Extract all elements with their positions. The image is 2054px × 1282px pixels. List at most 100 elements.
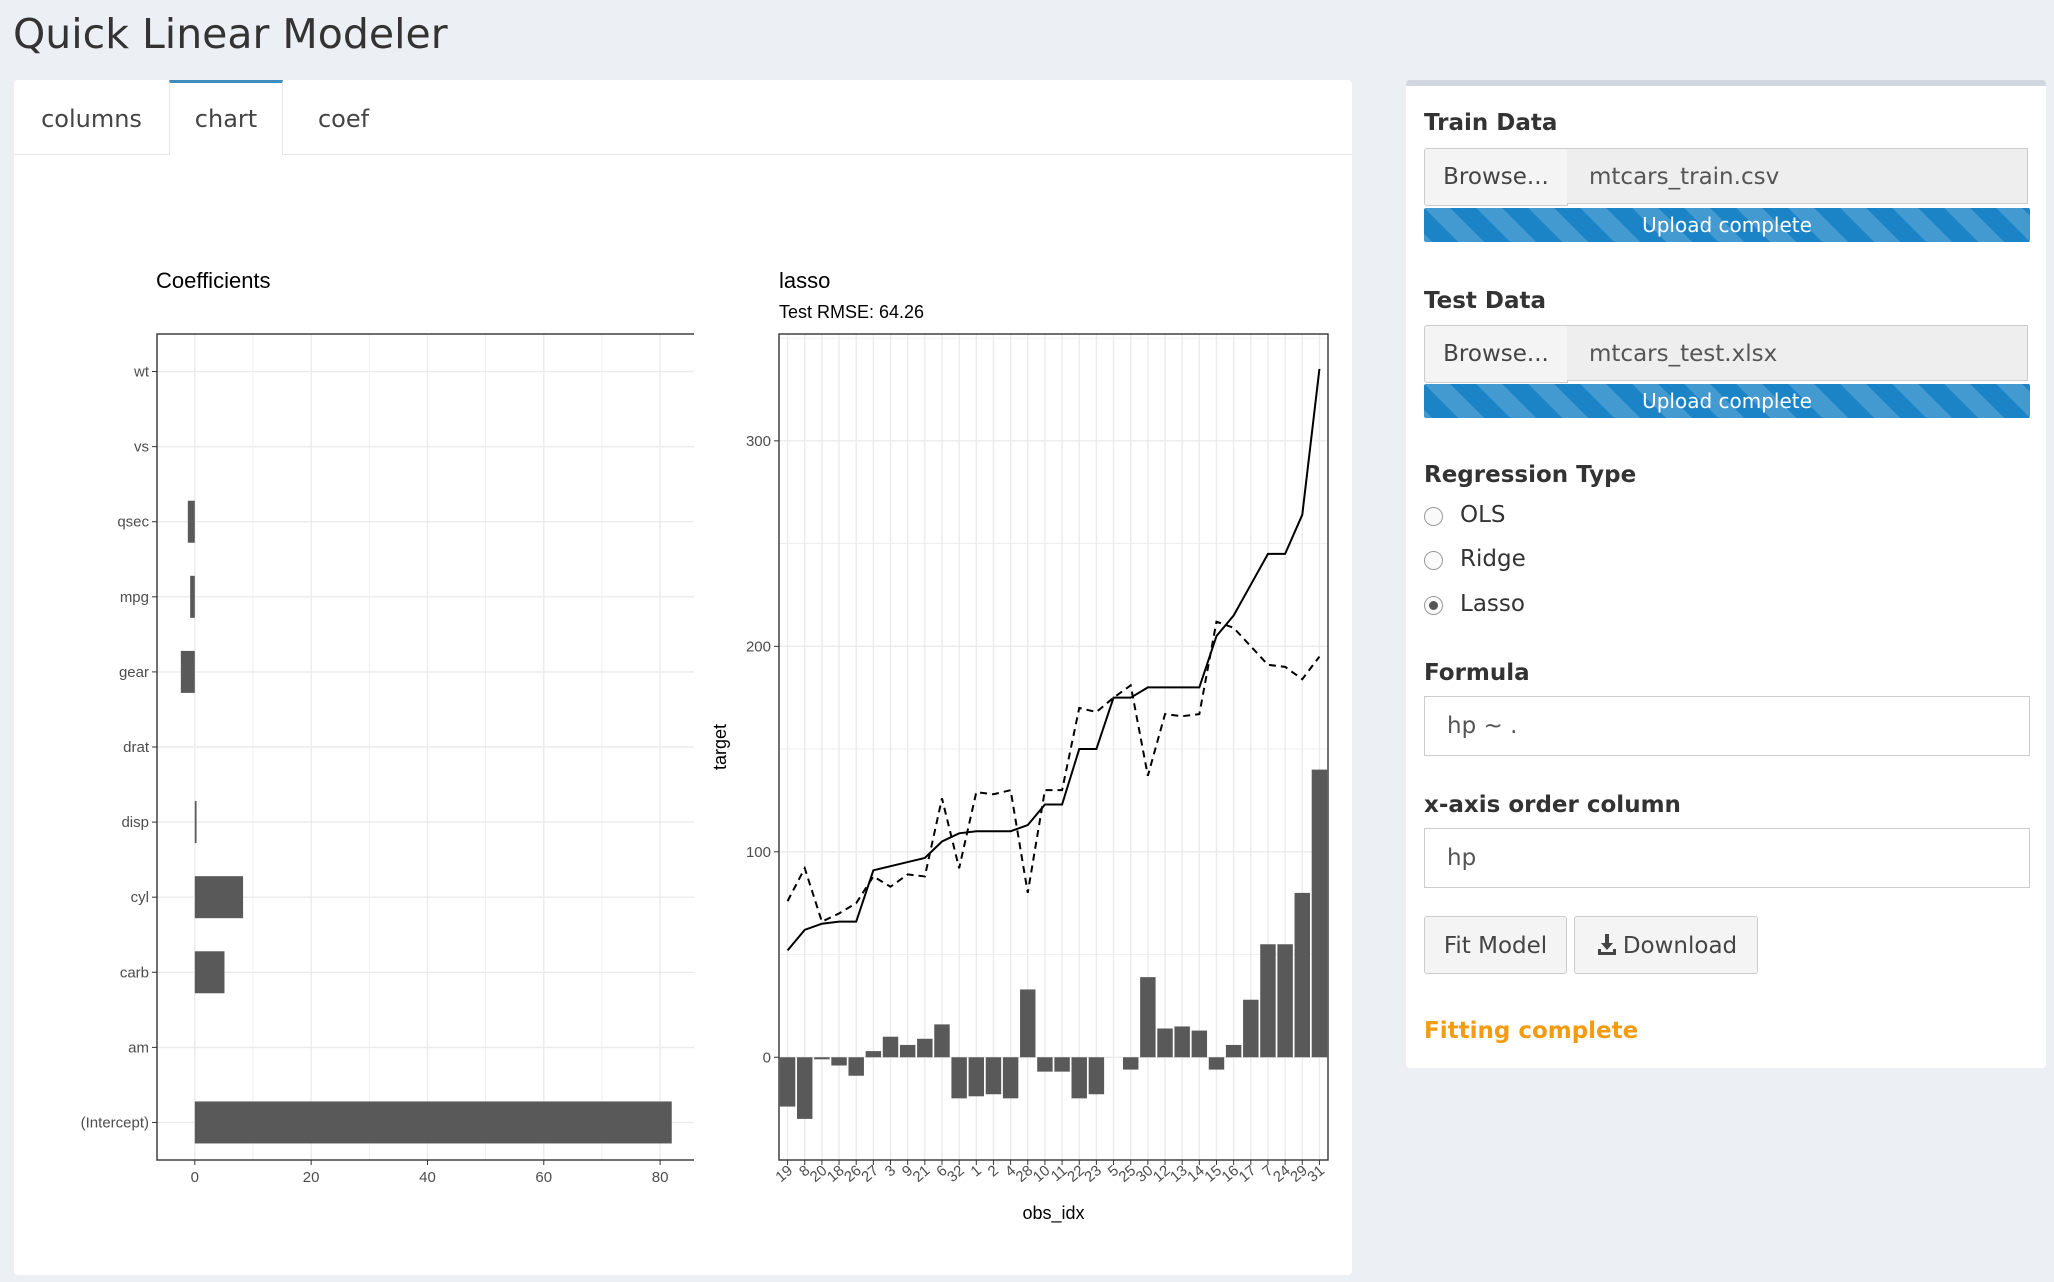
- coef-bar-mpg: [190, 575, 195, 618]
- lasso-x-tick-label: 32: [944, 1162, 968, 1186]
- lasso-y-tick-label: 200: [746, 638, 771, 655]
- residual-bar-14: [1191, 1030, 1208, 1058]
- order-column-input[interactable]: hp: [1424, 828, 2030, 888]
- residual-bar-32: [951, 1057, 967, 1099]
- lasso-x-tick-label: 17: [1236, 1162, 1260, 1186]
- coef-bar-gear: [180, 650, 195, 693]
- residual-bar-4: [1002, 1057, 1019, 1099]
- tab-chart[interactable]: chart: [169, 80, 283, 155]
- train-file-name: mtcars_train.csv: [1567, 148, 2028, 204]
- radio-ridge-label: Ridge: [1460, 546, 1526, 572]
- residual-bar-2: [985, 1057, 1002, 1095]
- coef-y-tick-label: qsec: [117, 514, 149, 531]
- train-browse-button[interactable]: Browse...: [1424, 148, 1568, 206]
- residual-bar-24: [1277, 944, 1293, 1058]
- tab-bar: columns chart coef: [14, 80, 1352, 155]
- residual-bar-9: [899, 1044, 916, 1058]
- coef-y-tick-label: wt: [133, 364, 150, 381]
- coef-x-tick-label: 40: [419, 1169, 436, 1186]
- tab-columns[interactable]: columns: [41, 105, 142, 133]
- radio-lasso-circle[interactable]: [1424, 596, 1443, 615]
- radio-ridge-circle[interactable]: [1424, 551, 1443, 570]
- residual-bar-3: [882, 1036, 899, 1058]
- residual-bar-27: [865, 1051, 882, 1058]
- download-icon: [1597, 934, 1616, 955]
- residual-bar-29: [1294, 892, 1310, 1058]
- lasso-plot-background: [779, 334, 1328, 1160]
- lasso-chart-title: lasso: [779, 268, 830, 293]
- lasso-x-tick-label: 19: [772, 1162, 796, 1186]
- lasso-x-tick-label: 23: [1081, 1162, 1105, 1186]
- residual-bar-15: [1208, 1057, 1225, 1070]
- fit-model-button[interactable]: Fit Model: [1424, 916, 1567, 974]
- residual-bar-16: [1225, 1044, 1242, 1058]
- test-file-name: mtcars_test.xlsx: [1567, 325, 2028, 381]
- coef-bar-cyl: [194, 876, 244, 919]
- lasso-y-tick-label: 300: [746, 433, 771, 450]
- coef-y-tick-label: carb: [120, 964, 149, 981]
- lasso-y-tick-label: 100: [746, 844, 771, 861]
- regression-type-label: Regression Type: [1424, 462, 1637, 488]
- lasso-x-tick-label: 31: [1304, 1162, 1328, 1186]
- train-data-label: Train Data: [1424, 110, 1558, 136]
- test-data-label: Test Data: [1424, 288, 1547, 314]
- residual-bar-21: [917, 1038, 933, 1058]
- coef-bar-intercept: [194, 1101, 672, 1144]
- fit-status: Fitting complete: [1424, 1018, 1639, 1044]
- residual-bar-26: [848, 1057, 864, 1076]
- coefficients-chart: Coefficients wt vs qsec mpg gear drat disp cyl ca…: [81, 268, 694, 1186]
- residual-bar-25: [1122, 1057, 1139, 1070]
- test-browse-button[interactable]: Browse...: [1424, 325, 1568, 383]
- residual-bar-22: [1071, 1057, 1087, 1099]
- residual-bar-23: [1088, 1057, 1105, 1095]
- formula-input[interactable]: hp ~ .: [1424, 696, 2030, 756]
- coef-y-tick-label: mpg: [120, 589, 149, 606]
- residual-bar-7: [1260, 944, 1276, 1058]
- test-upload-progress: Upload complete: [1424, 384, 2030, 418]
- lasso-x-tick-label: 1: [968, 1162, 985, 1180]
- coef-y-tick-label: cyl: [131, 889, 149, 906]
- coef-y-tick-label: gear: [119, 664, 149, 681]
- coef-x-tick-label: 20: [303, 1169, 320, 1186]
- train-upload-progress: Upload complete: [1424, 208, 2030, 242]
- residual-bar-11: [1054, 1057, 1070, 1072]
- formula-label: Formula: [1424, 660, 1530, 686]
- lasso-y-axis-title: target: [710, 724, 730, 770]
- download-button[interactable]: Download: [1574, 916, 1758, 974]
- residual-bar-17: [1243, 999, 1259, 1058]
- radio-ols-label: OLS: [1460, 502, 1506, 528]
- coef-bar-qsec: [187, 500, 195, 543]
- coef-y-tick-label: vs: [134, 439, 149, 456]
- coef-x-tick-label: 60: [535, 1169, 552, 1186]
- coef-y-tick-label: disp: [121, 814, 149, 831]
- coef-y-tick-label: am: [128, 1039, 149, 1056]
- lasso-y-tick-label: 0: [763, 1049, 771, 1066]
- lasso-x-tick-label: 27: [858, 1162, 882, 1186]
- coef-bar-carb: [194, 951, 225, 994]
- lasso-x-tick-label: 3: [882, 1162, 899, 1180]
- test-file-input: Browse... mtcars_test.xlsx: [1424, 325, 2030, 383]
- tab-coef[interactable]: coef: [317, 105, 370, 133]
- input-panel: Train Data Browse... mtcars_train.csv Up…: [1406, 80, 2046, 1068]
- coef-x-tick-label: 0: [191, 1169, 199, 1186]
- residual-bar-31: [1311, 769, 1328, 1058]
- residual-bar-1: [968, 1057, 985, 1097]
- lasso-x-tick-label: 21: [910, 1162, 934, 1186]
- residual-bar-12: [1157, 1028, 1173, 1058]
- residual-bar-13: [1174, 1026, 1190, 1058]
- predicted-line: [786, 620, 1321, 924]
- residual-bar-20: [814, 1057, 830, 1060]
- order-column-label: x-axis order column: [1424, 792, 1681, 818]
- main-panel: columns chart coef Coefficients wt vs qsec m…: [14, 80, 1352, 1275]
- radio-ols-circle[interactable]: [1424, 507, 1443, 526]
- residual-bar-10: [1037, 1057, 1053, 1072]
- coef-y-tick-label: (Intercept): [81, 1114, 149, 1131]
- radio-lasso-label: Lasso: [1460, 591, 1525, 617]
- lasso-plot-border: [778, 333, 1329, 1161]
- coef-y-tick-label: drat: [123, 739, 150, 756]
- residual-bar-30: [1140, 977, 1156, 1058]
- residual-bar-8: [797, 1057, 813, 1119]
- coef-bar-disp: [194, 801, 197, 844]
- residual-bar-6: [934, 1024, 950, 1058]
